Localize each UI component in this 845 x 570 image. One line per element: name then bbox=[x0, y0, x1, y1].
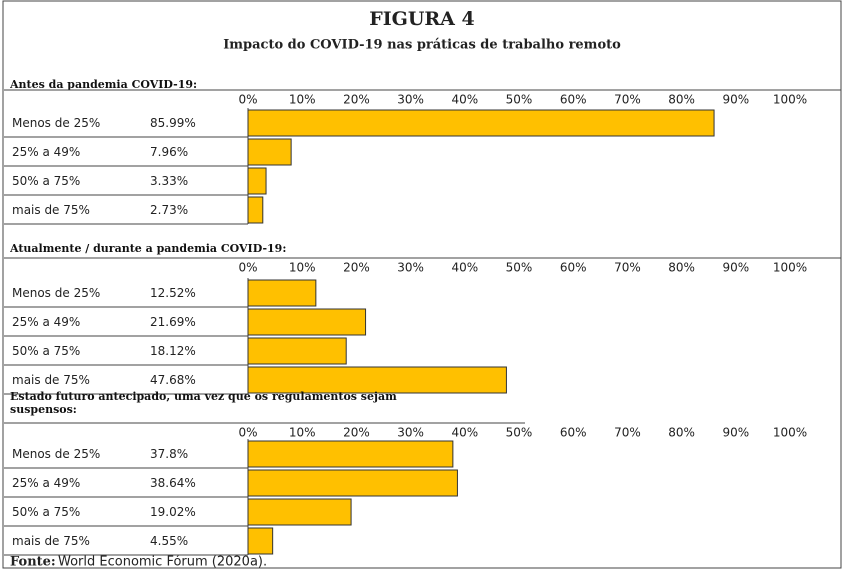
source-text: World Economic Fórum (2020a). bbox=[58, 555, 267, 570]
x-tick-label: 50% bbox=[506, 93, 533, 107]
value-label: 19.02% bbox=[150, 505, 196, 519]
x-tick-label: 0% bbox=[238, 426, 257, 440]
x-tick-label: 20% bbox=[343, 261, 370, 275]
category-label: Menos de 25% bbox=[12, 286, 100, 300]
bar bbox=[247, 138, 292, 166]
value-label: 37.8% bbox=[150, 447, 188, 461]
x-tick-label: 40% bbox=[451, 261, 478, 275]
bar bbox=[247, 279, 317, 307]
x-tick-label: 50% bbox=[506, 261, 533, 275]
x-tick-label: 30% bbox=[397, 261, 424, 275]
x-tick-label: 10% bbox=[289, 426, 316, 440]
category-label: mais de 75% bbox=[12, 373, 90, 387]
x-tick-label: 60% bbox=[560, 93, 587, 107]
category-label: 25% a 49% bbox=[12, 145, 80, 159]
panel-title-box: Antes da pandemia COVID-19: bbox=[10, 78, 198, 91]
bar bbox=[247, 196, 264, 224]
value-label: 4.55% bbox=[150, 534, 188, 548]
x-tick-label: 90% bbox=[722, 261, 749, 275]
x-tick-label: 70% bbox=[614, 426, 641, 440]
x-tick-label: 50% bbox=[506, 426, 533, 440]
panel-title-box: Atualmente / durante a pandemia COVID-19… bbox=[10, 242, 287, 255]
value-label: 38.64% bbox=[150, 476, 196, 490]
panel-title: Antes da pandemia COVID-19: bbox=[10, 78, 198, 91]
bar bbox=[247, 366, 507, 394]
value-label: 18.12% bbox=[150, 344, 196, 358]
x-tick-label: 30% bbox=[397, 426, 424, 440]
x-tick-label: 20% bbox=[343, 426, 370, 440]
value-label: 12.52% bbox=[150, 286, 196, 300]
bar bbox=[247, 440, 454, 468]
category-label: 50% a 75% bbox=[12, 174, 80, 188]
category-label: Menos de 25% bbox=[12, 447, 100, 461]
x-tick-label: 100% bbox=[773, 93, 807, 107]
x-tick-label: 10% bbox=[289, 93, 316, 107]
value-label: 85.99% bbox=[150, 116, 196, 130]
bar bbox=[247, 527, 274, 555]
panel-title-box: Estado futuro antecipado, uma vez que os… bbox=[10, 390, 397, 416]
x-tick-label: 0% bbox=[238, 261, 257, 275]
source-label: Fonte: bbox=[10, 555, 56, 570]
figure-subtitle: Impacto do COVID-19 nas práticas de trab… bbox=[223, 38, 621, 53]
x-tick-label: 40% bbox=[451, 93, 478, 107]
x-tick-label: 70% bbox=[614, 93, 641, 107]
value-label: 47.68% bbox=[150, 373, 196, 387]
x-tick-label: 80% bbox=[668, 261, 695, 275]
x-tick-label: 90% bbox=[722, 426, 749, 440]
value-label: 3.33% bbox=[150, 174, 188, 188]
bar bbox=[247, 167, 267, 195]
category-label: 50% a 75% bbox=[12, 344, 80, 358]
x-tick-label: 90% bbox=[722, 93, 749, 107]
value-label: 7.96% bbox=[150, 145, 188, 159]
bar bbox=[247, 469, 458, 497]
category-label: 25% a 49% bbox=[12, 476, 80, 490]
value-label: 21.69% bbox=[150, 315, 196, 329]
bar bbox=[247, 109, 715, 137]
x-tick-label: 40% bbox=[451, 426, 478, 440]
bar bbox=[247, 337, 347, 365]
panel-title: Atualmente / durante a pandemia COVID-19… bbox=[10, 242, 287, 255]
panel-title: Estado futuro antecipado, uma vez que os… bbox=[10, 390, 397, 416]
x-tick-label: 100% bbox=[773, 261, 807, 275]
category-label: mais de 75% bbox=[12, 203, 90, 217]
x-tick-label: 80% bbox=[668, 93, 695, 107]
figure-title: FIGURA 4 bbox=[369, 8, 475, 30]
bar bbox=[247, 498, 352, 526]
x-tick-label: 10% bbox=[289, 261, 316, 275]
bar bbox=[247, 308, 367, 336]
category-label: mais de 75% bbox=[12, 534, 90, 548]
x-tick-label: 20% bbox=[343, 93, 370, 107]
category-label: Menos de 25% bbox=[12, 116, 100, 130]
x-tick-label: 30% bbox=[397, 93, 424, 107]
x-tick-label: 70% bbox=[614, 261, 641, 275]
category-label: 50% a 75% bbox=[12, 505, 80, 519]
x-tick-label: 80% bbox=[668, 426, 695, 440]
value-label: 2.73% bbox=[150, 203, 188, 217]
x-tick-label: 0% bbox=[238, 93, 257, 107]
x-tick-label: 100% bbox=[773, 426, 807, 440]
x-tick-label: 60% bbox=[560, 426, 587, 440]
x-tick-label: 60% bbox=[560, 261, 587, 275]
category-label: 25% a 49% bbox=[12, 315, 80, 329]
